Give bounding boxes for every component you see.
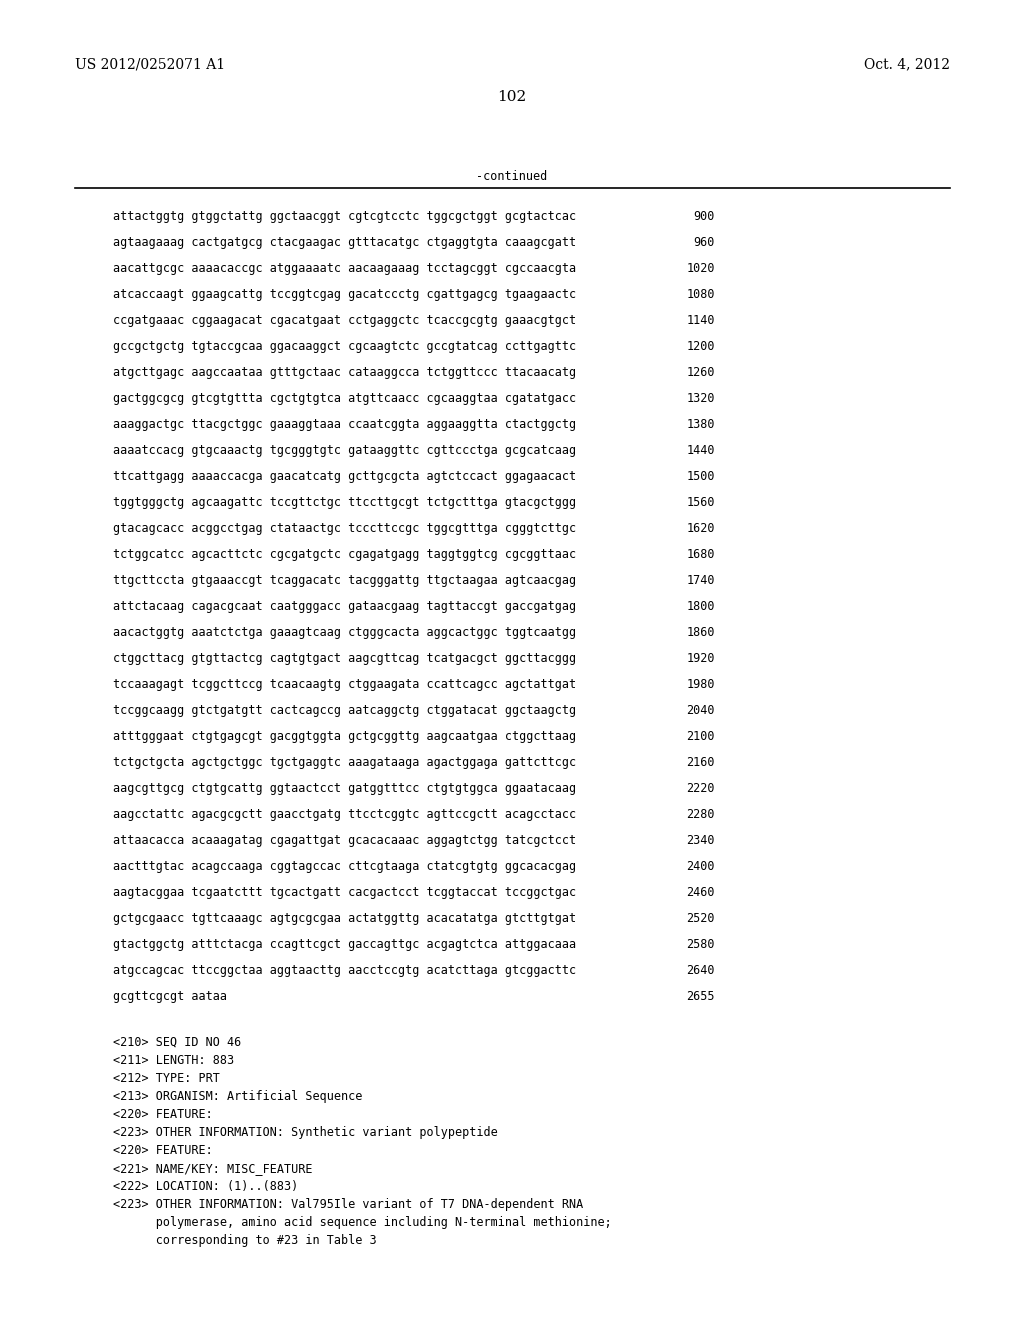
Text: <223> OTHER INFORMATION: Val795Ile variant of T7 DNA-dependent RNA: <223> OTHER INFORMATION: Val795Ile varia… (113, 1199, 584, 1210)
Text: 2220: 2220 (686, 781, 715, 795)
Text: 2580: 2580 (686, 939, 715, 950)
Text: 1860: 1860 (686, 626, 715, 639)
Text: atttgggaat ctgtgagcgt gacggtggta gctgcggttg aagcaatgaa ctggcttaag: atttgggaat ctgtgagcgt gacggtggta gctgcgg… (113, 730, 577, 743)
Text: tccaaagagt tcggcttccg tcaacaagtg ctggaagata ccattcagcc agctattgat: tccaaagagt tcggcttccg tcaacaagtg ctggaag… (113, 678, 577, 690)
Text: gtacagcacc acggcctgag ctataactgc tcccttccgc tggcgtttga cgggtcttgc: gtacagcacc acggcctgag ctataactgc tcccttc… (113, 521, 577, 535)
Text: 2400: 2400 (686, 861, 715, 873)
Text: 1920: 1920 (686, 652, 715, 665)
Text: 1380: 1380 (686, 418, 715, 432)
Text: ctggcttacg gtgttactcg cagtgtgact aagcgttcag tcatgacgct ggcttacggg: ctggcttacg gtgttactcg cagtgtgact aagcgtt… (113, 652, 577, 665)
Text: corresponding to #23 in Table 3: corresponding to #23 in Table 3 (113, 1234, 377, 1247)
Text: atgcttgagc aagccaataa gtttgctaac cataaggcca tctggttccc ttacaacatg: atgcttgagc aagccaataa gtttgctaac cataagg… (113, 366, 577, 379)
Text: aagcgttgcg ctgtgcattg ggtaactcct gatggtttcc ctgtgtggca ggaatacaag: aagcgttgcg ctgtgcattg ggtaactcct gatggtt… (113, 781, 577, 795)
Text: gccgctgctg tgtaccgcaa ggacaaggct cgcaagtctc gccgtatcag ccttgagttc: gccgctgctg tgtaccgcaa ggacaaggct cgcaagt… (113, 341, 577, 352)
Text: 2460: 2460 (686, 886, 715, 899)
Text: 900: 900 (693, 210, 715, 223)
Text: 1080: 1080 (686, 288, 715, 301)
Text: 1680: 1680 (686, 548, 715, 561)
Text: 2655: 2655 (686, 990, 715, 1003)
Text: <220> FEATURE:: <220> FEATURE: (113, 1144, 213, 1158)
Text: -continued: -continued (476, 170, 548, 183)
Text: aagtacggaa tcgaatcttt tgcactgatt cacgactcct tcggtaccat tccggctgac: aagtacggaa tcgaatcttt tgcactgatt cacgact… (113, 886, 577, 899)
Text: aaaggactgc ttacgctggc gaaaggtaaa ccaatcggta aggaaggtta ctactggctg: aaaggactgc ttacgctggc gaaaggtaaa ccaatcg… (113, 418, 577, 432)
Text: Oct. 4, 2012: Oct. 4, 2012 (864, 57, 950, 71)
Text: 1560: 1560 (686, 496, 715, 510)
Text: 2100: 2100 (686, 730, 715, 743)
Text: <223> OTHER INFORMATION: Synthetic variant polypeptide: <223> OTHER INFORMATION: Synthetic varia… (113, 1126, 498, 1139)
Text: 2640: 2640 (686, 964, 715, 977)
Text: gtactggctg atttctacga ccagttcgct gaccagttgc acgagtctca attggacaaa: gtactggctg atttctacga ccagttcgct gaccagt… (113, 939, 577, 950)
Text: 2280: 2280 (686, 808, 715, 821)
Text: ttgcttccta gtgaaaccgt tcaggacatc tacgggattg ttgctaagaa agtcaacgag: ttgcttccta gtgaaaccgt tcaggacatc tacggga… (113, 574, 577, 587)
Text: 1800: 1800 (686, 601, 715, 612)
Text: aacattgcgc aaaacaccgc atggaaaatc aacaagaaag tcctagcggt cgccaacgta: aacattgcgc aaaacaccgc atggaaaatc aacaaga… (113, 261, 577, 275)
Text: atcaccaagt ggaagcattg tccggtcgag gacatccctg cgattgagcg tgaagaactc: atcaccaagt ggaagcattg tccggtcgag gacatcc… (113, 288, 577, 301)
Text: tctgctgcta agctgctggc tgctgaggtc aaagataaga agactggaga gattcttcgc: tctgctgcta agctgctggc tgctgaggtc aaagata… (113, 756, 577, 770)
Text: US 2012/0252071 A1: US 2012/0252071 A1 (75, 57, 225, 71)
Text: tctggcatcc agcacttctc cgcgatgctc cgagatgagg taggtggtcg cgcggttaac: tctggcatcc agcacttctc cgcgatgctc cgagatg… (113, 548, 577, 561)
Text: gactggcgcg gtcgtgttta cgctgtgtca atgttcaacc cgcaaggtaa cgatatgacc: gactggcgcg gtcgtgttta cgctgtgtca atgttca… (113, 392, 577, 405)
Text: atgccagcac ttccggctaa aggtaacttg aacctccgtg acatcttaga gtcggacttc: atgccagcac ttccggctaa aggtaacttg aacctcc… (113, 964, 577, 977)
Text: 1320: 1320 (686, 392, 715, 405)
Text: attaacacca acaaagatag cgagattgat gcacacaaac aggagtctgg tatcgctcct: attaacacca acaaagatag cgagattgat gcacaca… (113, 834, 577, 847)
Text: attctacaag cagacgcaat caatgggacc gataacgaag tagttaccgt gaccgatgag: attctacaag cagacgcaat caatgggacc gataacg… (113, 601, 577, 612)
Text: 1500: 1500 (686, 470, 715, 483)
Text: 1260: 1260 (686, 366, 715, 379)
Text: 1140: 1140 (686, 314, 715, 327)
Text: polymerase, amino acid sequence including N-terminal methionine;: polymerase, amino acid sequence includin… (113, 1216, 611, 1229)
Text: 1200: 1200 (686, 341, 715, 352)
Text: 1440: 1440 (686, 444, 715, 457)
Text: gcgttcgcgt aataa: gcgttcgcgt aataa (113, 990, 227, 1003)
Text: 2040: 2040 (686, 704, 715, 717)
Text: <220> FEATURE:: <220> FEATURE: (113, 1107, 213, 1121)
Text: <213> ORGANISM: Artificial Sequence: <213> ORGANISM: Artificial Sequence (113, 1090, 362, 1104)
Text: 2520: 2520 (686, 912, 715, 925)
Text: <221> NAME/KEY: MISC_FEATURE: <221> NAME/KEY: MISC_FEATURE (113, 1162, 312, 1175)
Text: aactttgtac acagccaaga cggtagccac cttcgtaaga ctatcgtgtg ggcacacgag: aactttgtac acagccaaga cggtagccac cttcgta… (113, 861, 577, 873)
Text: <222> LOCATION: (1)..(883): <222> LOCATION: (1)..(883) (113, 1180, 298, 1193)
Text: ccgatgaaac cggaagacat cgacatgaat cctgaggctc tcaccgcgtg gaaacgtgct: ccgatgaaac cggaagacat cgacatgaat cctgagg… (113, 314, 577, 327)
Text: 2160: 2160 (686, 756, 715, 770)
Text: attactggtg gtggctattg ggctaacggt cgtcgtcctc tggcgctggt gcgtactcac: attactggtg gtggctattg ggctaacggt cgtcgtc… (113, 210, 577, 223)
Text: 1980: 1980 (686, 678, 715, 690)
Text: aagcctattc agacgcgctt gaacctgatg ttcctcggtc agttccgctt acagcctacc: aagcctattc agacgcgctt gaacctgatg ttcctcg… (113, 808, 577, 821)
Text: <212> TYPE: PRT: <212> TYPE: PRT (113, 1072, 220, 1085)
Text: tccggcaagg gtctgatgtt cactcagccg aatcaggctg ctggatacat ggctaagctg: tccggcaagg gtctgatgtt cactcagccg aatcagg… (113, 704, 577, 717)
Text: 102: 102 (498, 90, 526, 104)
Text: 1020: 1020 (686, 261, 715, 275)
Text: 960: 960 (693, 236, 715, 249)
Text: gctgcgaacc tgttcaaagc agtgcgcgaa actatggttg acacatatga gtcttgtgat: gctgcgaacc tgttcaaagc agtgcgcgaa actatgg… (113, 912, 577, 925)
Text: <211> LENGTH: 883: <211> LENGTH: 883 (113, 1053, 234, 1067)
Text: ttcattgagg aaaaccacga gaacatcatg gcttgcgcta agtctccact ggagaacact: ttcattgagg aaaaccacga gaacatcatg gcttgcg… (113, 470, 577, 483)
Text: aacactggtg aaatctctga gaaagtcaag ctgggcacta aggcactggc tggtcaatgg: aacactggtg aaatctctga gaaagtcaag ctgggca… (113, 626, 577, 639)
Text: 1620: 1620 (686, 521, 715, 535)
Text: 1740: 1740 (686, 574, 715, 587)
Text: 2340: 2340 (686, 834, 715, 847)
Text: aaaatccacg gtgcaaactg tgcgggtgtc gataaggttc cgttccctga gcgcatcaag: aaaatccacg gtgcaaactg tgcgggtgtc gataagg… (113, 444, 577, 457)
Text: tggtgggctg agcaagattc tccgttctgc ttccttgcgt tctgctttga gtacgctggg: tggtgggctg agcaagattc tccgttctgc ttccttg… (113, 496, 577, 510)
Text: <210> SEQ ID NO 46: <210> SEQ ID NO 46 (113, 1036, 242, 1049)
Text: agtaagaaag cactgatgcg ctacgaagac gtttacatgc ctgaggtgta caaagcgatt: agtaagaaag cactgatgcg ctacgaagac gtttaca… (113, 236, 577, 249)
